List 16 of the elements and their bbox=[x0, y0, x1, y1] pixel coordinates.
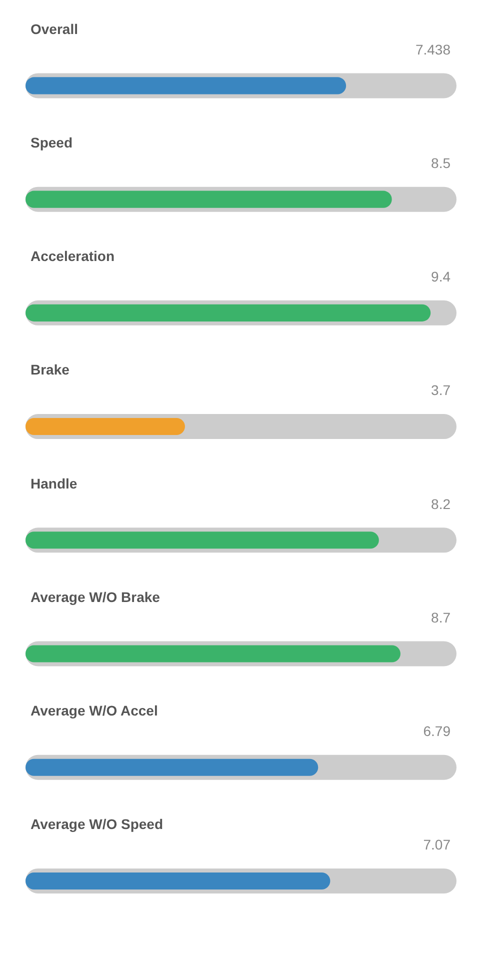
y-tick-label: Handle bbox=[30, 475, 78, 492]
y-tick-label: Overall bbox=[30, 20, 78, 37]
data-label: 3.7 bbox=[431, 382, 451, 398]
data-label: 7.438 bbox=[415, 41, 451, 58]
y-tick-label: Average W/O Accel bbox=[30, 702, 158, 719]
y-tick-label: Brake bbox=[30, 362, 70, 378]
y-tick-label: Average W/O Speed bbox=[30, 816, 164, 832]
data-label: 6.79 bbox=[423, 723, 451, 740]
data-label: 8.5 bbox=[431, 154, 451, 171]
y-tick-label: Acceleration bbox=[30, 248, 115, 264]
y-tick-label: Average W/O Brake bbox=[30, 588, 160, 605]
data-label: 9.4 bbox=[431, 268, 451, 285]
y-tick-label: Speed bbox=[30, 134, 73, 151]
data-label: 7.07 bbox=[423, 836, 451, 853]
data-label: 8.7 bbox=[431, 609, 451, 626]
data-label: 8.2 bbox=[431, 496, 451, 512]
